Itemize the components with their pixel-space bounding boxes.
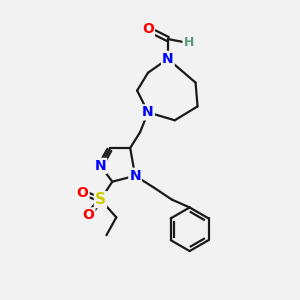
Text: O: O	[82, 208, 94, 222]
Text: N: N	[95, 159, 106, 173]
Text: N: N	[142, 105, 154, 119]
Text: N: N	[162, 52, 174, 66]
Text: S: S	[95, 192, 106, 207]
Text: O: O	[77, 186, 88, 200]
Text: N: N	[129, 169, 141, 183]
Text: H: H	[184, 37, 194, 50]
Text: O: O	[142, 22, 154, 36]
